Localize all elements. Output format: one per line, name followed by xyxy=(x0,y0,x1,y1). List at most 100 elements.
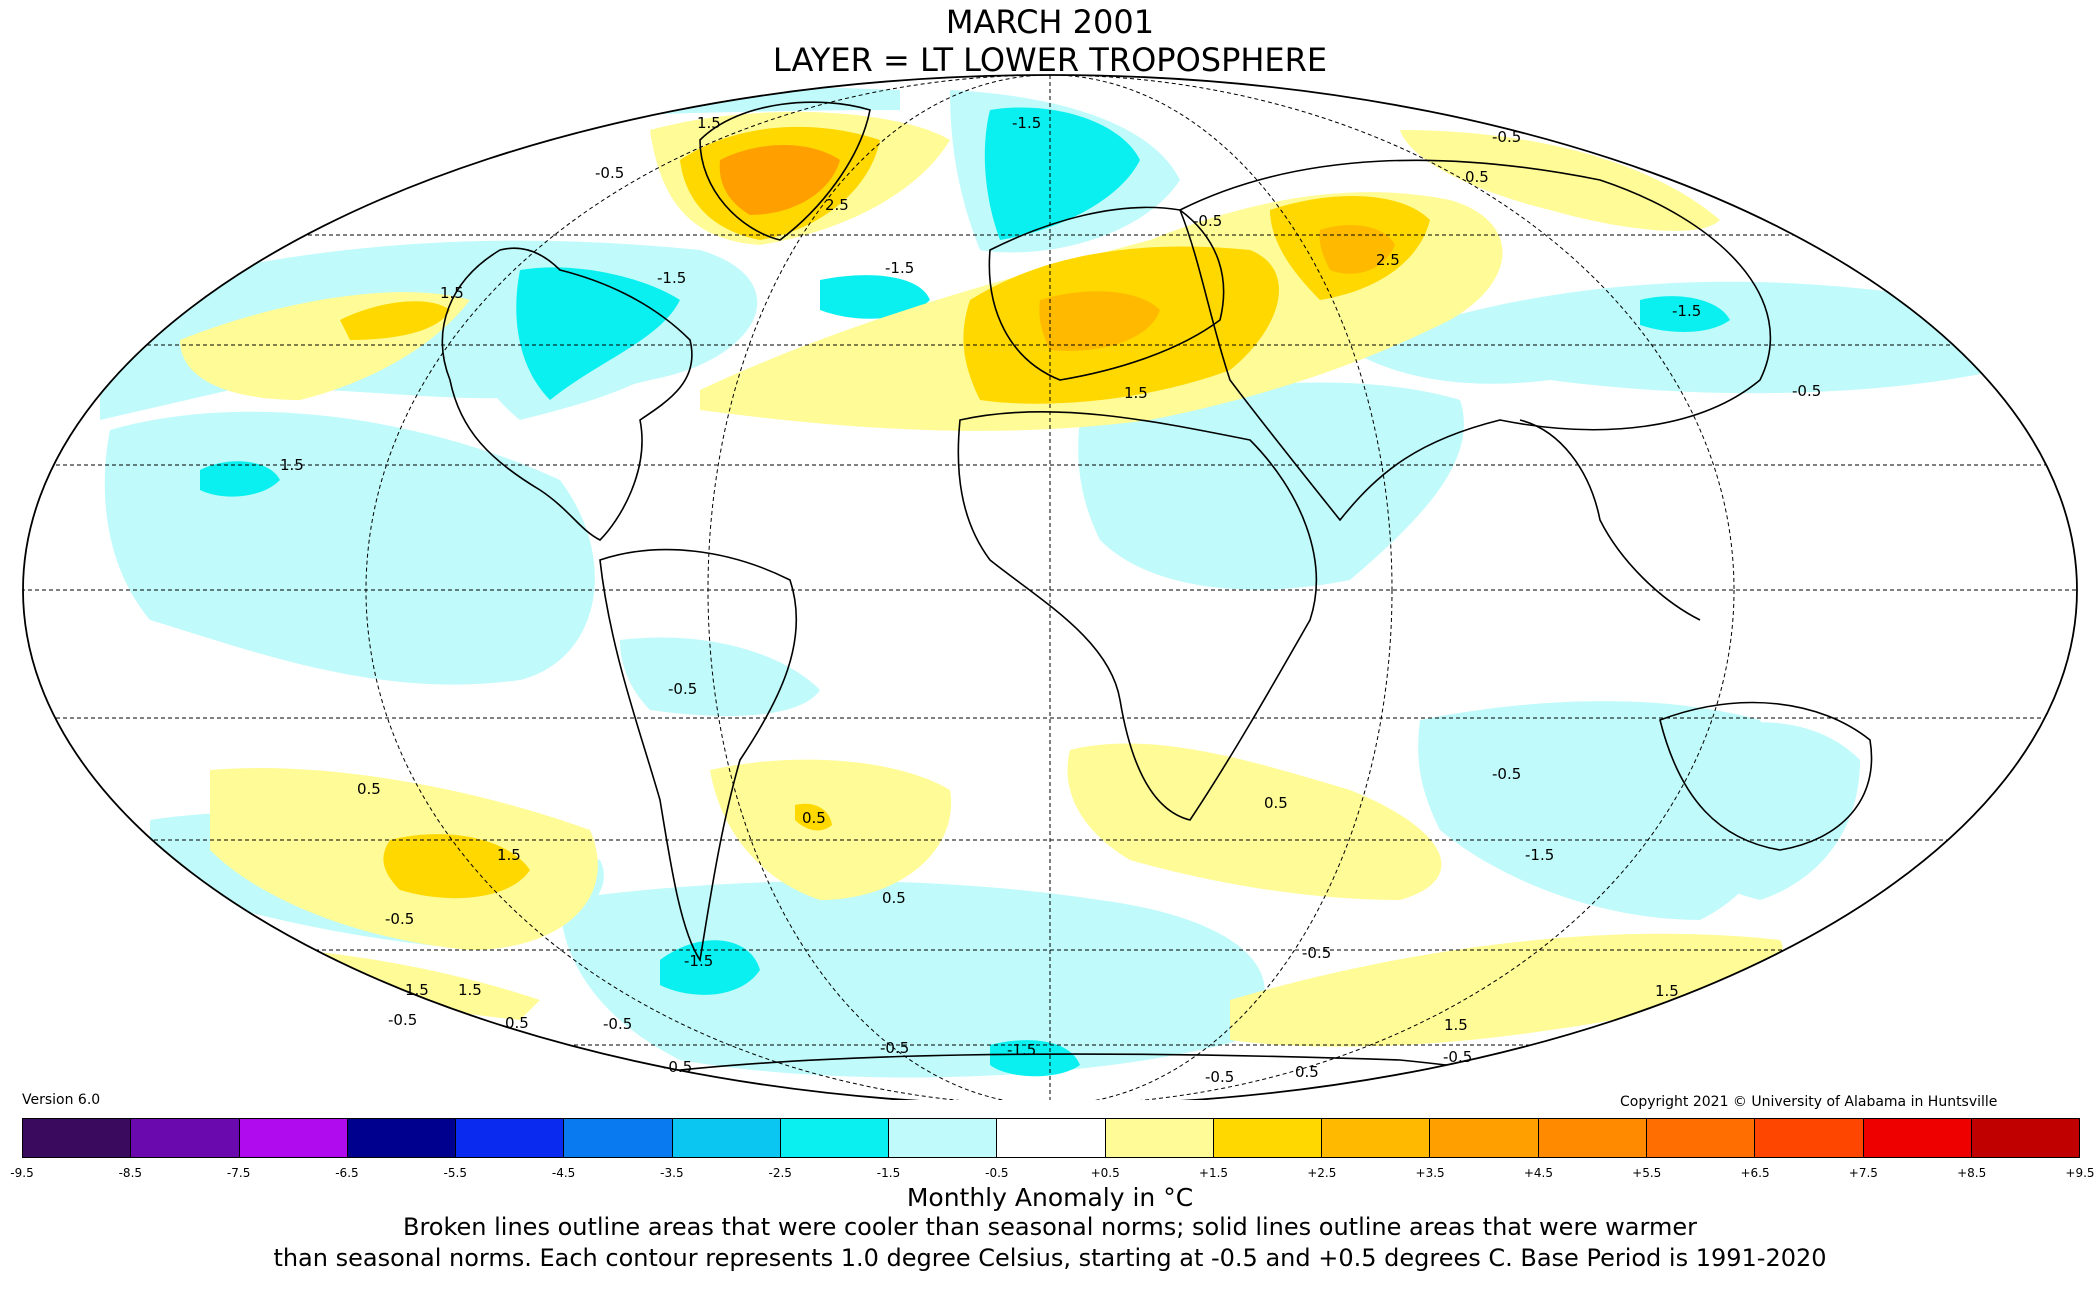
contour-label: -1.5 xyxy=(885,259,914,277)
color-scale-tick-label: +8.5 xyxy=(1957,1166,1987,1180)
very-hot-region-europe xyxy=(1039,291,1160,351)
contour-label: 1.5 xyxy=(697,114,721,132)
color-scale-tick-label: -6.5 xyxy=(335,1166,359,1180)
contour-label: -0.5 xyxy=(1193,212,1222,230)
hot-region-south-america xyxy=(795,803,832,831)
contour-label: 1.5 xyxy=(405,981,429,999)
contour-label: 1.5 xyxy=(458,981,482,999)
contour-label: 0.5 xyxy=(802,809,826,827)
color-scale-tick-label: -5.5 xyxy=(443,1166,467,1180)
color-scale-tick-label: -7.5 xyxy=(226,1166,251,1180)
color-scale-swatch xyxy=(456,1119,565,1157)
color-scale-tick-label: +7.5 xyxy=(1848,1166,1878,1180)
color-scale-tick-label: -0.5 xyxy=(985,1166,1009,1180)
color-scale-swatch xyxy=(23,1119,132,1157)
color-scale-swatch xyxy=(1430,1119,1539,1157)
color-scale-tick-label: +4.5 xyxy=(1523,1166,1553,1180)
outline-india-sea xyxy=(1519,419,1701,621)
contour-label: -0.5 xyxy=(385,910,414,928)
color-scale-swatch xyxy=(347,1119,457,1157)
contour-labels: 1.5 -0.5 2.5 1.5 -1.5 -1.5 -1.5 -0.5 -0.… xyxy=(280,114,1821,1086)
contour-label: 1.5 xyxy=(280,456,304,474)
outline-europe xyxy=(988,206,1225,381)
color-scale-swatch xyxy=(1755,1119,1864,1157)
contour-label: 0.5 xyxy=(1465,168,1489,186)
outline-south-america xyxy=(599,548,798,963)
warm-region-southern-indian xyxy=(1230,933,1783,1047)
contour-label: -0.5 xyxy=(1792,382,1821,400)
caption-line-2: than seasonal norms. Each contour repres… xyxy=(273,1244,1827,1272)
warm-region-south-africa xyxy=(1067,743,1442,900)
contour-label: -1.5 xyxy=(1012,114,1041,132)
contour-label: -0.5 xyxy=(663,1058,692,1076)
caption-line-1: Broken lines outline areas that were coo… xyxy=(403,1213,1697,1241)
color-scale-swatch xyxy=(1213,1119,1323,1157)
warm-region-siberia-north xyxy=(1400,130,1720,231)
copyright-notice: Copyright 2021 © University of Alabama i… xyxy=(1620,1094,1998,1110)
color-scale-tick-label: +1.5 xyxy=(1198,1166,1229,1180)
map-subtitle: LAYER = LT LOWER TROPOSPHERE xyxy=(772,41,1328,79)
contour-label: 0.5 xyxy=(1264,794,1288,812)
color-scale-tick-label: -3.5 xyxy=(660,1166,684,1180)
color-scale-swatch xyxy=(997,1119,1106,1157)
color-scale-swatch xyxy=(889,1119,998,1157)
cool-region-australia xyxy=(1600,722,1860,900)
cool-region-south-atlantic xyxy=(620,637,820,716)
color-scale-tick-label: +3.5 xyxy=(1415,1166,1445,1180)
contour-label: 0.5 xyxy=(1295,1063,1319,1081)
contour-label: 2.5 xyxy=(1376,251,1400,269)
color-scale-tick-label: -2.5 xyxy=(768,1166,792,1180)
contour-label: 2.5 xyxy=(825,196,849,214)
cold-region-southern-chile xyxy=(660,940,760,995)
contour-label: -1.5 xyxy=(657,269,686,287)
contour-label: -1.5 xyxy=(1672,302,1701,320)
map-title: MARCH 2001 xyxy=(945,3,1155,41)
globe-outline xyxy=(22,74,2078,1100)
color-scale-swatch xyxy=(1105,1119,1214,1157)
color-scale-swatch xyxy=(131,1119,240,1157)
color-scale-swatch xyxy=(1863,1119,1972,1157)
hot-region-south-pacific xyxy=(383,834,530,899)
contour-label: -0.5 xyxy=(1492,765,1521,783)
contour-label: -0.5 xyxy=(1443,1048,1472,1066)
color-scale-tick-label: +2.5 xyxy=(1307,1166,1337,1180)
contour-label: -0.5 xyxy=(388,1011,417,1029)
contour-label: 1.5 xyxy=(1124,384,1148,402)
cool-region-southern-ocean xyxy=(560,881,1265,1078)
color-scale-tick-label: -9.5 xyxy=(10,1166,34,1180)
hot-region-hawaii-band xyxy=(340,301,450,340)
color-scale-swatch xyxy=(564,1119,673,1157)
color-scale-swatch xyxy=(1646,1119,1756,1157)
color-scale-swatch xyxy=(780,1119,890,1157)
color-scale-tick-label: -1.5 xyxy=(876,1166,901,1180)
contour-label: -1.5 xyxy=(1525,846,1554,864)
outline-north-america xyxy=(441,247,693,541)
contour-label: 1.5 xyxy=(1444,1016,1468,1034)
contour-label: 0.5 xyxy=(357,780,381,798)
color-scale-label: Monthly Anomaly in °C xyxy=(906,1183,1194,1212)
contour-label: -0.5 xyxy=(668,680,697,698)
outline-australia xyxy=(1659,701,1873,851)
cool-region-africa-asia xyxy=(1078,382,1464,590)
anomaly-regions xyxy=(100,84,2040,1078)
color-scale-tick-label: +5.5 xyxy=(1632,1166,1662,1180)
contour-label: -1.5 xyxy=(1007,1041,1036,1059)
cold-region-pacific xyxy=(200,461,280,497)
cold-region-antarctic xyxy=(990,1040,1080,1077)
color-scale-swatch xyxy=(1971,1119,2080,1157)
contour-label: -0.5 xyxy=(603,1015,632,1033)
color-scale-swatch xyxy=(1322,1119,1431,1157)
contour-label: -0.5 xyxy=(1302,944,1331,962)
contour-label: -0.5 xyxy=(1205,1068,1234,1086)
contour-label: -0.5 xyxy=(880,1039,909,1057)
very-hot-region-central-asia xyxy=(1319,225,1395,274)
very-hot-region-greenland xyxy=(719,145,840,215)
outline-asia xyxy=(1178,159,1772,522)
contour-label: 0.5 xyxy=(882,889,906,907)
outline-greenland xyxy=(699,101,871,241)
color-scale-tick-label: +6.5 xyxy=(1740,1166,1770,1180)
contour-label: -0.5 xyxy=(595,164,624,182)
color-scale-ticks: -9.5 -8.5 -7.5 -6.5 -5.5 -4.5 -3.5 -2.5 -1.5 -0.5… xyxy=(0,1166,2100,1182)
color-scale-swatch xyxy=(239,1119,348,1157)
anomaly-map: 1.5 -0.5 2.5 1.5 -1.5 -1.5 -1.5 -0.5 -0.… xyxy=(22,74,2078,1100)
